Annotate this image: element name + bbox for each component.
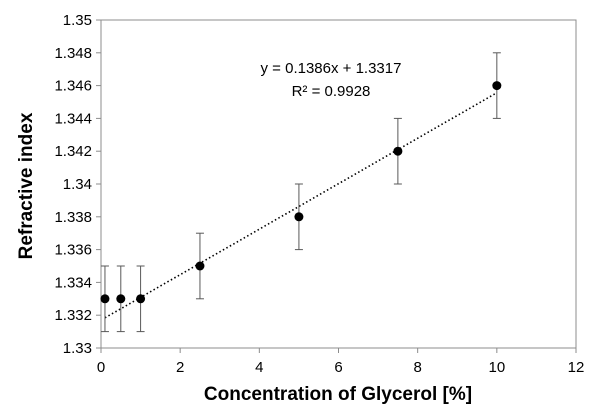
y-tick-label: 1.334 — [54, 274, 92, 291]
x-tick-label: 4 — [255, 359, 263, 376]
data-point — [492, 81, 502, 91]
y-tick-label: 1.332 — [54, 307, 92, 324]
x-axis-title: Concentration of Glycerol [%] — [204, 384, 472, 405]
y-tick-label: 1.348 — [54, 45, 92, 62]
y-tick-label: 1.346 — [54, 78, 92, 95]
trendline-r-squared: R² = 0.9928 — [292, 83, 371, 100]
trendline — [104, 92, 498, 319]
x-tick-label: 10 — [488, 359, 505, 376]
x-tick-label: 0 — [97, 359, 105, 376]
x-tick-label: 12 — [568, 359, 585, 376]
plot-area-frame — [100, 19, 577, 349]
y-tick-label: 1.342 — [54, 143, 92, 160]
y-tick-label: 1.35 — [63, 12, 92, 29]
y-axis-ticks: 1.33 1.332 1.334 1.336 1.338 1.34 1.342 1.344 1.… — [54, 12, 101, 357]
y-tick-label: 1.34 — [63, 176, 92, 193]
data-point — [393, 146, 403, 156]
data-point — [100, 294, 110, 304]
x-axis-ticks: 0 2 4 6 8 10 12 — [97, 348, 585, 376]
data-point — [195, 261, 205, 271]
data-point — [294, 212, 304, 222]
x-tick-label: 6 — [334, 359, 342, 376]
x-tick-label: 2 — [176, 359, 184, 376]
y-tick-label: 1.33 — [63, 340, 92, 357]
x-tick-label: 8 — [413, 359, 421, 376]
data-point — [136, 294, 146, 304]
data-points — [100, 81, 502, 304]
y-tick-label: 1.344 — [54, 110, 92, 127]
data-point — [116, 294, 126, 304]
y-tick-label: 1.336 — [54, 242, 92, 259]
y-tick-label: 1.338 — [54, 209, 92, 226]
trendline-equation: y = 0.1386x + 1.3317 — [261, 60, 402, 77]
y-axis-title: Refractive index — [16, 112, 37, 259]
